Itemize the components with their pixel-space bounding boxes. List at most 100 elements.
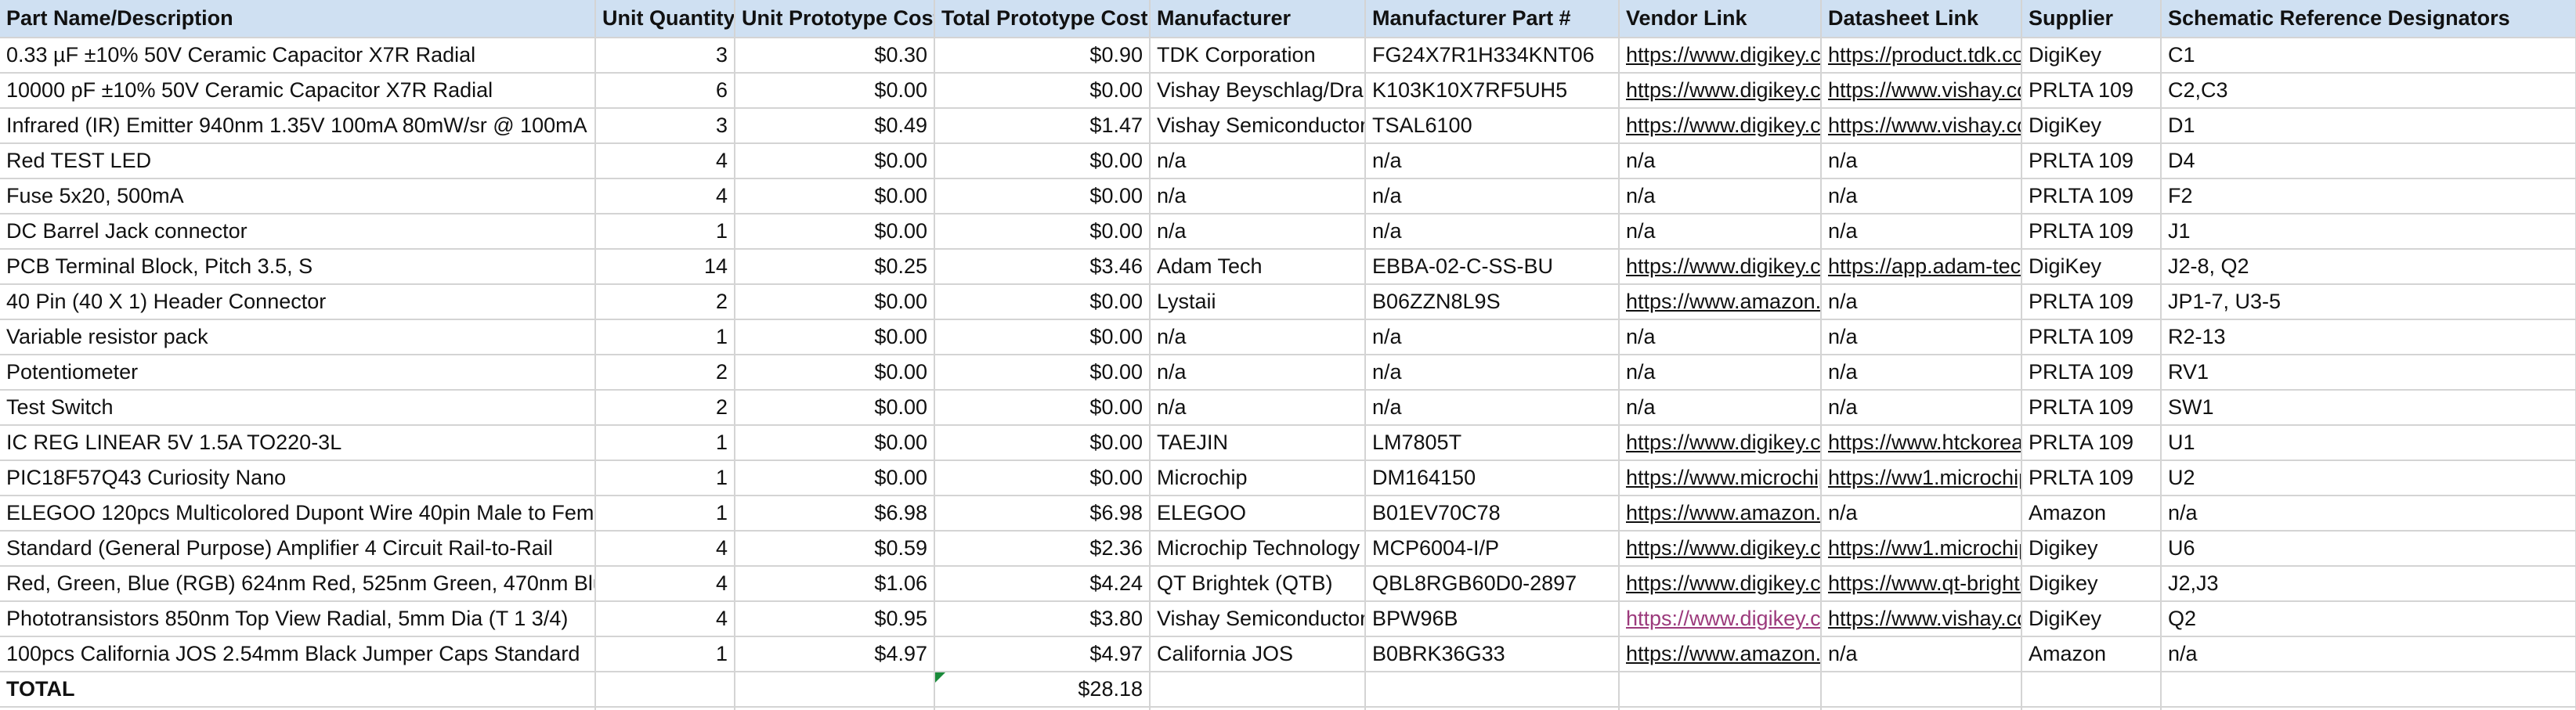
- cell-manufacturer[interactable]: Vishay Semiconductors: [1150, 601, 1366, 637]
- cell-unit-quantity[interactable]: 4: [595, 566, 735, 602]
- cell-total-prototype-cost[interactable]: $0.90: [934, 38, 1151, 74]
- cell-manufacturer-part-number[interactable]: TSAL6100: [1365, 108, 1620, 144]
- cell-manufacturer[interactable]: n/a: [1150, 178, 1366, 214]
- cell-datasheet-link[interactable]: n/a: [1821, 178, 2022, 214]
- column-header-manufacturer[interactable]: Manufacturer: [1150, 0, 1366, 38]
- cell-part-name[interactable]: DC Barrel Jack connector: [0, 214, 596, 250]
- cell-manufacturer[interactable]: Vishay Beyschlag/Draloric: [1150, 73, 1366, 109]
- cell-schematic-reference-designators[interactable]: U1: [2161, 425, 2576, 461]
- cell-unit-quantity[interactable]: 2: [595, 284, 735, 320]
- cell-vendor-link[interactable]: https://www.digikey.com: [1619, 566, 1822, 602]
- cell-datasheet-link[interactable]: n/a: [1821, 636, 2022, 672]
- cell-schematic-reference-designators[interactable]: C1: [2161, 38, 2576, 74]
- cell-supplier[interactable]: PRLTA 109: [2021, 460, 2162, 496]
- empty-cell[interactable]: [1365, 707, 1620, 710]
- comment-indicator-icon[interactable]: [935, 672, 945, 683]
- cell-part-name[interactable]: Phototransistors 850nm Top View Radial, …: [0, 601, 596, 637]
- cell-manufacturer[interactable]: Microchip: [1150, 460, 1366, 496]
- cell-manufacturer[interactable]: Microchip Technology: [1150, 531, 1366, 567]
- cell-total-prototype-cost[interactable]: $4.24: [934, 566, 1151, 602]
- cell-manufacturer[interactable]: TAEJIN: [1150, 425, 1366, 461]
- cell-unit-quantity[interactable]: 4: [595, 178, 735, 214]
- cell-manufacturer[interactable]: n/a: [1150, 214, 1366, 250]
- cell-manufacturer[interactable]: TDK Corporation: [1150, 38, 1366, 74]
- cell-datasheet-link[interactable]: https://product.tdk.com: [1821, 38, 2022, 74]
- cell-part-name[interactable]: 10000 pF ±10% 50V Ceramic Capacitor X7R …: [0, 73, 596, 109]
- cell-schematic-reference-designators[interactable]: SW1: [2161, 390, 2576, 426]
- cell-schematic-reference-designators[interactable]: J2,J3: [2161, 566, 2576, 602]
- cell-schematic-reference-designators[interactable]: D4: [2161, 143, 2576, 179]
- cell-datasheet-link[interactable]: n/a: [1821, 143, 2022, 179]
- cell-datasheet-link[interactable]: https://app.adam-tech.com: [1821, 249, 2022, 285]
- cell-manufacturer[interactable]: Adam Tech: [1150, 249, 1366, 285]
- cell-total-prototype-cost[interactable]: $2.36: [934, 531, 1151, 567]
- cell-part-name[interactable]: PCB Terminal Block, Pitch 3.5, S: [0, 249, 596, 285]
- cell-unit-prototype-cost[interactable]: $0.00: [735, 214, 935, 250]
- cell-unit-quantity[interactable]: 1: [595, 496, 735, 532]
- cell-schematic-reference-designators[interactable]: J2-8, Q2: [2161, 249, 2576, 285]
- cell-schematic-reference-designators[interactable]: RV1: [2161, 355, 2576, 391]
- cell-unit-prototype-cost[interactable]: $6.98: [735, 496, 935, 532]
- cell-unit-prototype-cost[interactable]: $4.97: [735, 636, 935, 672]
- cell-manufacturer-part-number[interactable]: DM164150: [1365, 460, 1620, 496]
- cell-datasheet-link[interactable]: https://ww1.microchip.com: [1821, 460, 2022, 496]
- cell-manufacturer-part-number[interactable]: FG24X7R1H334KNT06: [1365, 38, 1620, 74]
- cell-schematic-reference-designators[interactable]: D1: [2161, 108, 2576, 144]
- empty-cell[interactable]: [2021, 707, 2162, 710]
- cell-part-name[interactable]: ELEGOO 120pcs Multicolored Dupont Wire 4…: [0, 496, 596, 532]
- cell-total-prototype-cost[interactable]: $6.98: [934, 496, 1151, 532]
- cell-unit-quantity[interactable]: 6: [595, 73, 735, 109]
- cell-supplier[interactable]: DigiKey: [2021, 601, 2162, 637]
- empty-cell[interactable]: [2161, 707, 2576, 710]
- cell-vendor-link[interactable]: https://www.digikey.com: [1619, 425, 1822, 461]
- cell-manufacturer-part-number[interactable]: n/a: [1365, 143, 1620, 179]
- cell-schematic-reference-designators[interactable]: C2,C3: [2161, 73, 2576, 109]
- cell-unit-quantity[interactable]: 4: [595, 601, 735, 637]
- cell-unit-prototype-cost[interactable]: $0.00: [735, 178, 935, 214]
- column-header-supplier[interactable]: Supplier: [2021, 0, 2162, 38]
- empty-cell[interactable]: [1821, 707, 2022, 710]
- cell-unit-prototype-cost[interactable]: $0.25: [735, 249, 935, 285]
- cell-unit-prototype-cost[interactable]: $0.30: [735, 38, 935, 74]
- cell-part-name[interactable]: 0.33 µF ±10% 50V Ceramic Capacitor X7R R…: [0, 38, 596, 74]
- cell-part-name[interactable]: Red, Green, Blue (RGB) 624nm Red, 525nm …: [0, 566, 596, 602]
- cell-unit-quantity[interactable]: 1: [595, 425, 735, 461]
- cell-vendor-link[interactable]: n/a: [1619, 355, 1822, 391]
- cell-part-name[interactable]: 100pcs California JOS 2.54mm Black Jumpe…: [0, 636, 596, 672]
- cell-total-prototype-cost[interactable]: $1.47: [934, 108, 1151, 144]
- cell-datasheet-link[interactable]: n/a: [1821, 355, 2022, 391]
- cell-datasheet-link[interactable]: n/a: [1821, 319, 2022, 355]
- cell-vendor-link[interactable]: n/a: [1619, 390, 1822, 426]
- total-empty-cell[interactable]: [1619, 672, 1822, 708]
- cell-manufacturer-part-number[interactable]: n/a: [1365, 178, 1620, 214]
- cell-part-name[interactable]: Fuse 5x20, 500mA: [0, 178, 596, 214]
- cell-unit-prototype-cost[interactable]: $0.00: [735, 425, 935, 461]
- cell-vendor-link[interactable]: https://www.microchip.com: [1619, 460, 1822, 496]
- cell-schematic-reference-designators[interactable]: n/a: [2161, 636, 2576, 672]
- empty-cell[interactable]: [595, 707, 735, 710]
- cell-supplier[interactable]: DigiKey: [2021, 249, 2162, 285]
- cell-supplier[interactable]: Amazon: [2021, 636, 2162, 672]
- cell-part-name[interactable]: IC REG LINEAR 5V 1.5A TO220-3L: [0, 425, 596, 461]
- cell-supplier[interactable]: Digikey: [2021, 531, 2162, 567]
- cell-manufacturer[interactable]: n/a: [1150, 390, 1366, 426]
- cell-unit-quantity[interactable]: 1: [595, 460, 735, 496]
- cell-vendor-link[interactable]: https://www.digikey.com: [1619, 249, 1822, 285]
- cell-total-prototype-cost[interactable]: $0.00: [934, 178, 1151, 214]
- cell-manufacturer-part-number[interactable]: MCP6004-I/P: [1365, 531, 1620, 567]
- cell-unit-quantity[interactable]: 4: [595, 531, 735, 567]
- cell-schematic-reference-designators[interactable]: R2-13: [2161, 319, 2576, 355]
- cell-schematic-reference-designators[interactable]: Q2: [2161, 601, 2576, 637]
- cell-schematic-reference-designators[interactable]: U6: [2161, 531, 2576, 567]
- cell-unit-quantity[interactable]: 2: [595, 390, 735, 426]
- cell-total-prototype-cost[interactable]: $0.00: [934, 284, 1151, 320]
- cell-total-prototype-cost[interactable]: $0.00: [934, 390, 1151, 426]
- cell-datasheet-link[interactable]: n/a: [1821, 284, 2022, 320]
- cell-vendor-link[interactable]: https://www.amazon.com: [1619, 496, 1822, 532]
- cell-unit-quantity[interactable]: 3: [595, 38, 735, 74]
- empty-cell[interactable]: [0, 707, 596, 710]
- cell-datasheet-link[interactable]: n/a: [1821, 496, 2022, 532]
- cell-unit-prototype-cost[interactable]: $1.06: [735, 566, 935, 602]
- cell-vendor-link[interactable]: n/a: [1619, 319, 1822, 355]
- empty-cell[interactable]: [1619, 707, 1822, 710]
